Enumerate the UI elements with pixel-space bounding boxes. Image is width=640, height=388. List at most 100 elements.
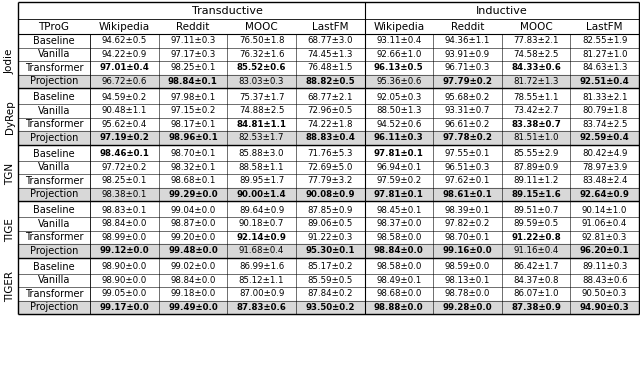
- Text: 98.45±0.1: 98.45±0.1: [376, 206, 422, 215]
- Text: 95.68±0.2: 95.68±0.2: [445, 93, 490, 102]
- Text: 97.19±0.2: 97.19±0.2: [99, 133, 149, 142]
- Text: 98.32±0.1: 98.32±0.1: [170, 163, 216, 172]
- Text: 96.61±0.2: 96.61±0.2: [445, 120, 490, 129]
- Text: 96.94±0.1: 96.94±0.1: [376, 163, 421, 172]
- Text: 98.84±0.0: 98.84±0.0: [374, 246, 424, 255]
- Text: 97.81±0.1: 97.81±0.1: [374, 190, 424, 199]
- Text: 86.07±1.0: 86.07±1.0: [513, 289, 559, 298]
- Text: 78.97±3.9: 78.97±3.9: [582, 163, 627, 172]
- Text: 92.51±0.4: 92.51±0.4: [580, 77, 630, 86]
- Text: 99.12±0.0: 99.12±0.0: [99, 246, 149, 255]
- Text: 98.90±0.0: 98.90±0.0: [102, 276, 147, 285]
- Text: 92.64±0.9: 92.64±0.9: [580, 190, 630, 199]
- Text: 85.88±3.0: 85.88±3.0: [239, 149, 284, 158]
- Text: 97.98±0.1: 97.98±0.1: [170, 93, 216, 102]
- Text: 83.48±2.4: 83.48±2.4: [582, 176, 627, 185]
- Text: 94.52±0.6: 94.52±0.6: [376, 120, 422, 129]
- Text: 83.03±0.3: 83.03±0.3: [239, 77, 284, 86]
- Text: 97.78±0.2: 97.78±0.2: [442, 133, 492, 142]
- Text: 76.32±1.6: 76.32±1.6: [239, 50, 284, 59]
- Text: 74.45±1.3: 74.45±1.3: [307, 50, 353, 59]
- Text: 99.48±0.0: 99.48±0.0: [168, 246, 218, 255]
- Text: 99.29±0.0: 99.29±0.0: [168, 190, 218, 199]
- Text: 85.17±0.2: 85.17±0.2: [307, 262, 353, 271]
- Text: Reddit: Reddit: [451, 21, 484, 31]
- Text: 98.13±0.1: 98.13±0.1: [445, 276, 490, 285]
- Text: Vanilla: Vanilla: [38, 162, 70, 172]
- Text: 72.69±5.0: 72.69±5.0: [307, 163, 353, 172]
- Text: LastFM: LastFM: [312, 21, 348, 31]
- Text: 90.50±0.3: 90.50±0.3: [582, 289, 627, 298]
- Text: 98.39±0.1: 98.39±0.1: [445, 206, 490, 215]
- Text: 89.59±0.5: 89.59±0.5: [513, 219, 559, 228]
- Text: TGN: TGN: [5, 163, 15, 185]
- Text: 99.18±0.0: 99.18±0.0: [170, 289, 216, 298]
- Text: 94.36±1.1: 94.36±1.1: [445, 36, 490, 45]
- Text: 87.00±0.9: 87.00±0.9: [239, 289, 284, 298]
- Text: 98.70±0.1: 98.70±0.1: [170, 149, 216, 158]
- Text: Projection: Projection: [30, 76, 78, 86]
- Text: 88.50±1.3: 88.50±1.3: [376, 106, 422, 115]
- Text: 96.71±0.3: 96.71±0.3: [445, 63, 490, 72]
- Text: Projection: Projection: [30, 133, 78, 143]
- Text: 81.27±1.0: 81.27±1.0: [582, 50, 627, 59]
- Text: 99.02±0.0: 99.02±0.0: [170, 262, 216, 271]
- Text: 98.78±0.0: 98.78±0.0: [445, 289, 490, 298]
- Text: 94.90±0.3: 94.90±0.3: [580, 303, 630, 312]
- Text: 96.72±0.6: 96.72±0.6: [102, 77, 147, 86]
- Text: 98.37±0.0: 98.37±0.0: [376, 219, 422, 228]
- Text: 98.58±0.0: 98.58±0.0: [376, 262, 422, 271]
- Bar: [18, 187, 639, 201]
- Text: 99.04±0.0: 99.04±0.0: [170, 206, 216, 215]
- Text: 98.68±0.0: 98.68±0.0: [376, 289, 422, 298]
- Text: 89.64±0.9: 89.64±0.9: [239, 206, 284, 215]
- Text: 96.51±0.3: 96.51±0.3: [445, 163, 490, 172]
- Text: MOOC: MOOC: [520, 21, 552, 31]
- Text: 99.20±0.0: 99.20±0.0: [170, 233, 216, 242]
- Text: 93.91±0.9: 93.91±0.9: [445, 50, 490, 59]
- Text: 90.18±0.7: 90.18±0.7: [239, 219, 284, 228]
- Text: 97.82±0.2: 97.82±0.2: [445, 219, 490, 228]
- Text: 97.59±0.2: 97.59±0.2: [376, 176, 421, 185]
- Text: Transformer: Transformer: [25, 63, 83, 73]
- Text: 94.62±0.5: 94.62±0.5: [102, 36, 147, 45]
- Text: 93.31±0.7: 93.31±0.7: [445, 106, 490, 115]
- Text: 97.72±0.2: 97.72±0.2: [102, 163, 147, 172]
- Text: 71.76±5.3: 71.76±5.3: [307, 149, 353, 158]
- Text: 76.48±1.5: 76.48±1.5: [307, 63, 353, 72]
- Text: 91.16±0.4: 91.16±0.4: [513, 246, 559, 255]
- Text: TProG: TProG: [38, 21, 70, 31]
- Bar: [18, 300, 639, 314]
- Text: Projection: Projection: [30, 302, 78, 312]
- Text: 90.00±1.4: 90.00±1.4: [237, 190, 286, 199]
- Text: MOOC: MOOC: [245, 21, 278, 31]
- Text: Vanilla: Vanilla: [38, 275, 70, 285]
- Text: LastFM: LastFM: [586, 21, 623, 31]
- Text: 99.16±0.0: 99.16±0.0: [443, 246, 492, 255]
- Text: Baseline: Baseline: [33, 149, 75, 159]
- Text: 98.84±0.0: 98.84±0.0: [102, 219, 147, 228]
- Text: 77.83±2.1: 77.83±2.1: [513, 36, 559, 45]
- Text: 98.49±0.1: 98.49±0.1: [376, 276, 421, 285]
- Text: Projection: Projection: [30, 189, 78, 199]
- Text: 84.37±0.8: 84.37±0.8: [513, 276, 559, 285]
- Text: 77.79±3.2: 77.79±3.2: [307, 176, 353, 185]
- Text: 86.42±1.7: 86.42±1.7: [513, 262, 559, 271]
- Text: 92.05±0.3: 92.05±0.3: [376, 93, 422, 102]
- Text: 87.84±0.2: 87.84±0.2: [307, 289, 353, 298]
- Text: 82.55±1.9: 82.55±1.9: [582, 36, 627, 45]
- Text: 89.51±0.7: 89.51±0.7: [513, 206, 559, 215]
- Text: 98.25±0.1: 98.25±0.1: [102, 176, 147, 185]
- Text: 95.36±0.6: 95.36±0.6: [376, 77, 422, 86]
- Text: 98.59±0.0: 98.59±0.0: [445, 262, 490, 271]
- Text: Reddit: Reddit: [176, 21, 210, 31]
- Text: 86.99±1.6: 86.99±1.6: [239, 262, 284, 271]
- Text: 88.43±0.6: 88.43±0.6: [582, 276, 627, 285]
- Text: 96.20±0.1: 96.20±0.1: [580, 246, 630, 255]
- Text: 96.13±0.5: 96.13±0.5: [374, 63, 424, 72]
- Text: 88.83±0.4: 88.83±0.4: [305, 133, 355, 142]
- Text: 91.22±0.3: 91.22±0.3: [307, 233, 353, 242]
- Text: 84.33±0.6: 84.33±0.6: [511, 63, 561, 72]
- Text: 98.83±0.1: 98.83±0.1: [102, 206, 147, 215]
- Text: 89.15±1.6: 89.15±1.6: [511, 190, 561, 199]
